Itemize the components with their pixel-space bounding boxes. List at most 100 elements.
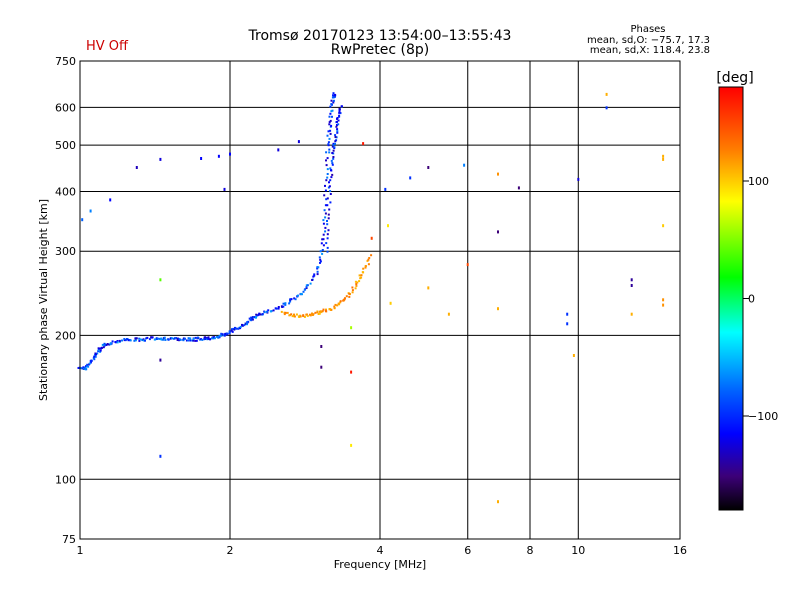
echo-point: [350, 370, 353, 374]
o-mode-point: [333, 146, 336, 149]
o-mode-point: [179, 338, 182, 341]
x-mode-point: [334, 303, 337, 306]
o-mode-point: [114, 341, 117, 344]
x-mode-point: [360, 276, 363, 279]
o-mode-point: [329, 132, 332, 135]
o-mode-point: [256, 314, 259, 317]
o-mode-point: [217, 336, 220, 339]
colorbar: [718, 86, 744, 511]
echo-point: [497, 230, 499, 234]
o-mode-point: [321, 249, 324, 251]
x-mode-point: [280, 310, 283, 313]
o-mode-point: [163, 336, 166, 339]
x-mode-point: [322, 308, 325, 311]
o-mode-point: [251, 317, 254, 320]
o-mode-point: [125, 338, 128, 340]
x-mode-point: [293, 315, 296, 318]
o-mode-point: [88, 362, 91, 365]
o-mode-point: [326, 176, 329, 179]
x-mode-point: [293, 313, 295, 316]
o-mode-point: [326, 250, 329, 253]
o-mode-point: [329, 167, 332, 170]
grid-lines: [80, 61, 680, 539]
o-mode-point: [216, 335, 218, 338]
o-mode-point: [182, 339, 185, 342]
o-mode-point: [330, 159, 333, 162]
o-mode-point: [331, 115, 333, 118]
o-mode-point: [325, 164, 328, 167]
x-mode-point: [298, 316, 301, 318]
data-points: [77, 92, 665, 504]
o-mode-point: [309, 282, 312, 285]
echo-point: [159, 454, 162, 458]
x-mode-point: [351, 286, 354, 289]
x-mode-point: [319, 310, 322, 313]
echo-point: [159, 358, 162, 362]
o-mode-point: [258, 312, 261, 315]
x-mode-point: [343, 298, 346, 301]
o-mode-point: [146, 336, 149, 339]
o-mode-point: [109, 342, 112, 345]
o-mode-point: [127, 339, 130, 342]
o-mode-point: [84, 366, 87, 369]
x-tick-label: 16: [673, 544, 687, 557]
o-mode-point: [225, 332, 228, 335]
o-mode-point: [334, 94, 337, 97]
o-mode-point: [329, 129, 332, 132]
x-mode-point: [351, 289, 354, 292]
o-mode-point: [329, 179, 332, 182]
o-mode-point: [332, 149, 335, 152]
o-mode-point: [329, 193, 332, 195]
o-mode-point: [233, 328, 236, 331]
echo-point: [566, 322, 569, 326]
x-tick-label: 8: [527, 544, 534, 557]
o-mode-point: [220, 334, 223, 337]
echo-point: [447, 312, 450, 316]
o-mode-point: [100, 347, 103, 349]
o-mode-point: [89, 361, 92, 364]
hv-status: HV Off: [86, 39, 129, 54]
o-mode-point: [324, 204, 327, 207]
o-mode-point: [160, 338, 163, 341]
o-mode-point: [177, 337, 179, 340]
o-mode-point: [174, 337, 177, 340]
o-mode-point: [269, 310, 272, 313]
x-mode-point: [354, 287, 357, 290]
o-mode-point: [189, 337, 192, 340]
o-mode-point: [332, 99, 335, 102]
x-mode-point: [318, 312, 321, 315]
echo-point: [630, 278, 633, 282]
o-mode-point: [153, 338, 156, 341]
o-mode-point: [317, 266, 320, 269]
o-mode-point: [328, 121, 331, 124]
plot-area: 1 2 4 6 8 10 16 75 100 200 300 400 500 600 750: [55, 55, 687, 557]
x-mode-point: [364, 266, 367, 269]
axis-ticks: 1 2 4 6 8 10 16 75 100 200 300 400 500 600 750: [55, 55, 687, 557]
o-mode-point: [323, 209, 326, 212]
colorbar-label: [deg]: [716, 70, 753, 86]
o-mode-point: [129, 339, 132, 342]
colorbar-tick-label: 100: [748, 175, 769, 188]
o-mode-point: [79, 367, 82, 370]
o-mode-point: [103, 342, 106, 345]
echo-point: [409, 176, 412, 180]
x-mode-point: [348, 292, 351, 295]
x-mode-point: [368, 257, 371, 259]
x-mode-point: [306, 314, 309, 317]
o-mode-point: [329, 201, 332, 204]
echo-point: [463, 163, 466, 167]
o-mode-point: [319, 260, 322, 263]
o-mode-point: [326, 220, 328, 222]
o-mode-point: [234, 327, 237, 330]
echo-point: [200, 157, 203, 160]
echo-point: [517, 186, 520, 190]
o-mode-point: [204, 336, 207, 339]
echo-point: [109, 198, 112, 202]
o-mode-point: [322, 219, 325, 222]
o-mode-point: [116, 341, 119, 344]
o-mode-point: [133, 339, 136, 342]
o-mode-point: [284, 302, 287, 305]
y-tick-label: 75: [62, 533, 76, 546]
x-axis-label: Frequency [MHz]: [334, 558, 426, 571]
